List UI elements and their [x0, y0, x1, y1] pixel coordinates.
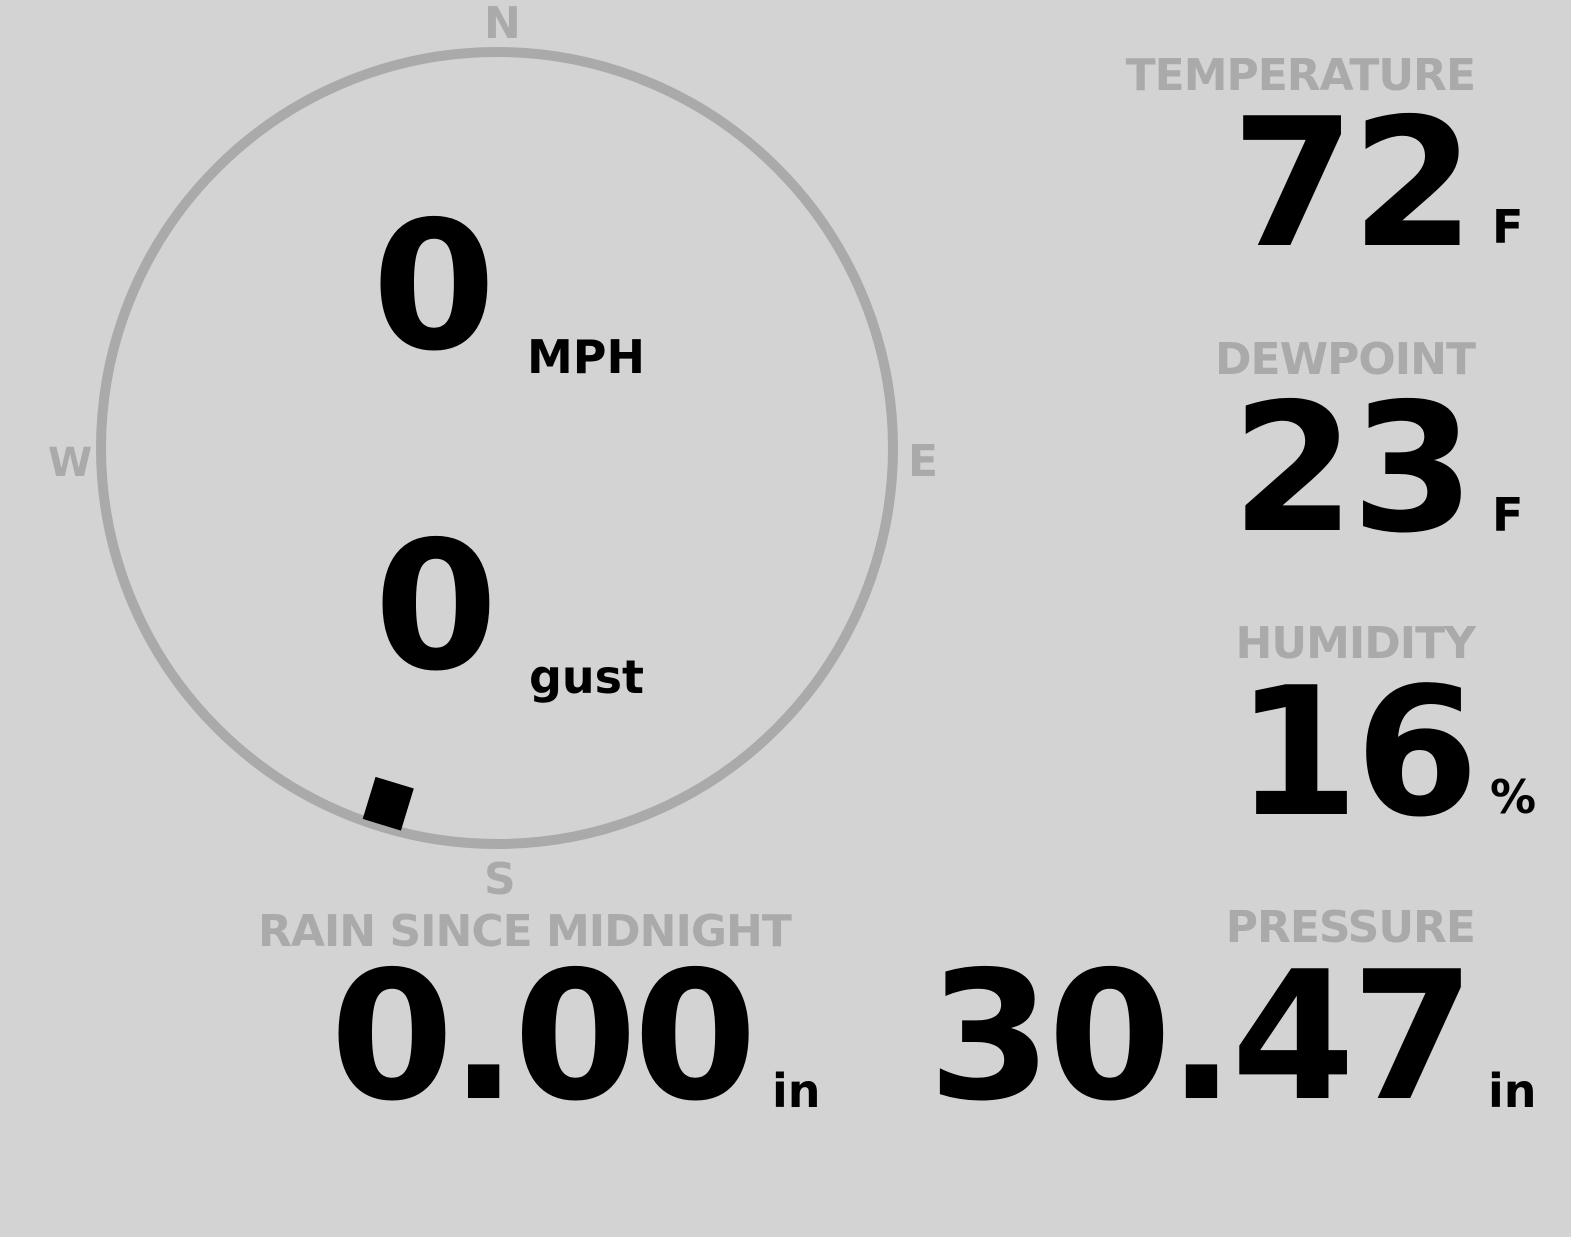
rain-unit: in — [772, 1064, 821, 1118]
humidity-label: HUMIDITY — [1235, 618, 1476, 669]
compass-east: E — [908, 436, 939, 487]
dewpoint-value: 23 — [1231, 365, 1475, 572]
wind-gust-value: 0 — [374, 503, 498, 710]
compass-north: N — [484, 0, 521, 49]
wind-speed-value: 0 — [372, 183, 496, 390]
rain-label: RAIN SINCE MIDNIGHT — [258, 906, 792, 957]
dewpoint-label: DEWPOINT — [1215, 334, 1476, 385]
wind-speed-unit: MPH — [527, 330, 645, 384]
compass-ring — [96, 47, 898, 849]
temperature-label: TEMPERATURE — [1125, 50, 1476, 101]
compass-south: S — [484, 854, 516, 905]
pressure-value: 30.47 — [927, 933, 1475, 1140]
pressure-label: PRESSURE — [1225, 902, 1476, 953]
dewpoint-unit: F — [1492, 488, 1524, 542]
temperature-value: 72 — [1231, 80, 1475, 287]
compass-west: W — [48, 440, 93, 486]
humidity-value: 16 — [1235, 649, 1479, 856]
humidity-unit: % — [1490, 770, 1537, 824]
rain-value: 0.00 — [330, 933, 757, 1140]
pressure-unit: in — [1488, 1064, 1537, 1118]
temperature-unit: F — [1492, 200, 1524, 254]
wind-gust-unit: gust — [529, 650, 645, 704]
wind-direction-marker — [362, 776, 414, 831]
